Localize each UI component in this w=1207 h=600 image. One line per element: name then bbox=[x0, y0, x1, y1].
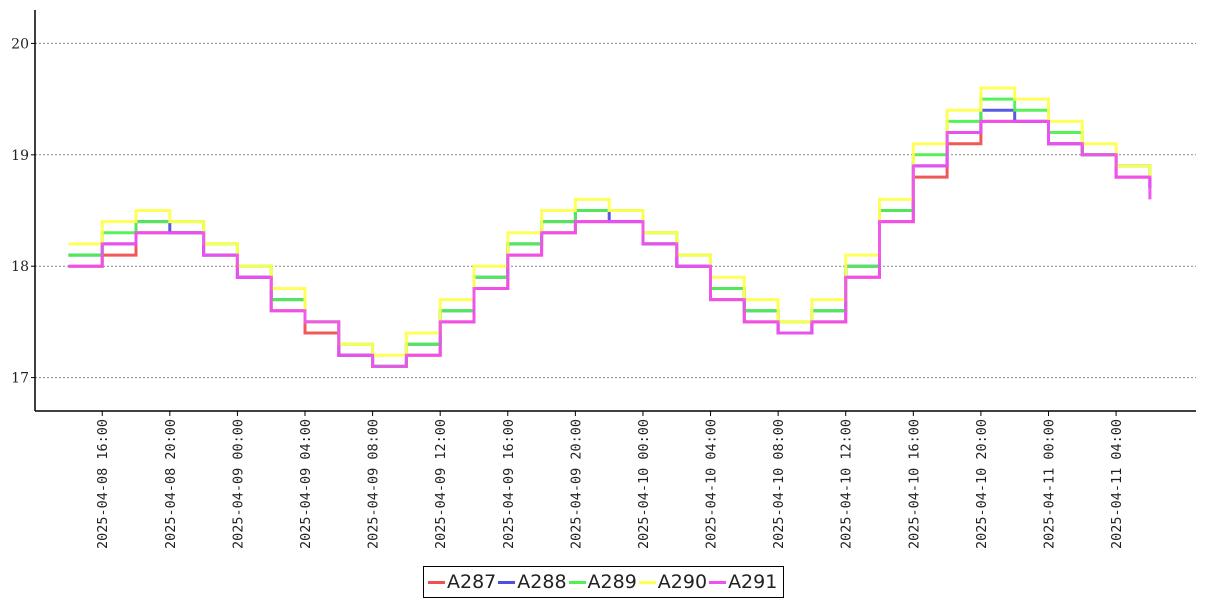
y-tick-label: 20 bbox=[11, 36, 29, 52]
x-tick-7: 2025-04-09 20:00 bbox=[568, 411, 584, 549]
x-tick-label: 2025-04-09 12:00 bbox=[433, 419, 449, 549]
x-tick-label: 2025-04-10 12:00 bbox=[839, 419, 855, 549]
legend-label: A289 bbox=[587, 571, 637, 593]
x-tick-14: 2025-04-11 00:00 bbox=[1041, 411, 1057, 549]
x-tick-3: 2025-04-09 04:00 bbox=[298, 411, 314, 549]
x-tick-label: 2025-04-09 08:00 bbox=[366, 419, 382, 549]
x-tick-label: 2025-04-10 20:00 bbox=[974, 419, 990, 549]
y-tick-20: 20 bbox=[11, 36, 35, 52]
x-tick-5: 2025-04-09 12:00 bbox=[433, 411, 449, 549]
legend-item-A287: A287 bbox=[428, 571, 496, 593]
x-tick-label: 2025-04-11 00:00 bbox=[1041, 419, 1057, 549]
series-line-A291 bbox=[68, 119, 1152, 368]
y-tick-17: 17 bbox=[11, 371, 35, 387]
y-tick-label: 17 bbox=[11, 371, 29, 387]
y-tick-19: 19 bbox=[11, 148, 35, 164]
legend-label: A287 bbox=[447, 571, 497, 593]
x-tick-label: 2025-04-10 08:00 bbox=[771, 419, 787, 549]
x-axis-ticks: 2025-04-08 16:00 2025-04-08 20:00 2025-04-… bbox=[95, 411, 1125, 549]
legend-swatch bbox=[568, 580, 586, 584]
legend: A287 A288 A289 A290 A291 bbox=[423, 566, 784, 598]
legend-swatch bbox=[428, 580, 445, 584]
x-tick-6: 2025-04-09 16:00 bbox=[501, 411, 517, 549]
legend-item-A290: A290 bbox=[638, 571, 708, 593]
legend-label: A291 bbox=[728, 571, 778, 593]
x-tick-12: 2025-04-10 16:00 bbox=[906, 411, 922, 549]
series-line-A290 bbox=[68, 86, 1152, 357]
y-tick-18: 18 bbox=[11, 259, 35, 275]
x-tick-0: 2025-04-08 16:00 bbox=[95, 411, 111, 549]
series-line-A289 bbox=[68, 97, 1152, 368]
x-tick-label: 2025-04-08 16:00 bbox=[95, 419, 111, 549]
x-tick-8: 2025-04-10 00:00 bbox=[636, 411, 652, 549]
series-line-A288 bbox=[68, 108, 1152, 368]
x-tick-10: 2025-04-10 08:00 bbox=[771, 411, 787, 549]
x-tick-label: 2025-04-10 04:00 bbox=[704, 419, 720, 549]
series-lines bbox=[68, 86, 1152, 368]
x-tick-label: 2025-04-11 04:00 bbox=[1109, 419, 1125, 549]
legend-item-A289: A289 bbox=[568, 571, 637, 593]
x-tick-label: 2025-04-09 20:00 bbox=[568, 419, 584, 549]
y-tick-label: 19 bbox=[11, 148, 29, 164]
x-tick-label: 2025-04-09 04:00 bbox=[298, 419, 314, 549]
x-tick-4: 2025-04-09 08:00 bbox=[366, 411, 382, 549]
legend-item-A288: A288 bbox=[498, 571, 567, 593]
x-tick-label: 2025-04-10 16:00 bbox=[906, 419, 922, 549]
gridlines bbox=[35, 42, 1196, 379]
x-tick-9: 2025-04-10 04:00 bbox=[704, 411, 720, 549]
x-tick-label: 2025-04-09 16:00 bbox=[501, 419, 517, 549]
x-tick-1: 2025-04-08 20:00 bbox=[163, 411, 179, 549]
x-tick-label: 2025-04-08 20:00 bbox=[163, 419, 179, 549]
legend-swatch bbox=[709, 580, 727, 584]
x-tick-label: 2025-04-10 00:00 bbox=[636, 419, 652, 549]
legend-item-A291: A291 bbox=[709, 571, 777, 593]
legend-swatch bbox=[498, 580, 516, 584]
legend-label: A288 bbox=[517, 571, 567, 593]
x-tick-2: 2025-04-09 00:00 bbox=[230, 411, 246, 549]
y-tick-label: 18 bbox=[11, 259, 29, 275]
x-tick-13: 2025-04-10 20:00 bbox=[974, 411, 990, 549]
legend-swatch bbox=[638, 580, 656, 584]
x-tick-11: 2025-04-10 12:00 bbox=[839, 411, 855, 549]
y-axis-ticks: 17 18 19 20 bbox=[11, 36, 35, 387]
x-tick-15: 2025-04-11 04:00 bbox=[1109, 411, 1125, 549]
legend-label: A290 bbox=[657, 571, 708, 593]
x-tick-label: 2025-04-09 00:00 bbox=[230, 419, 246, 549]
